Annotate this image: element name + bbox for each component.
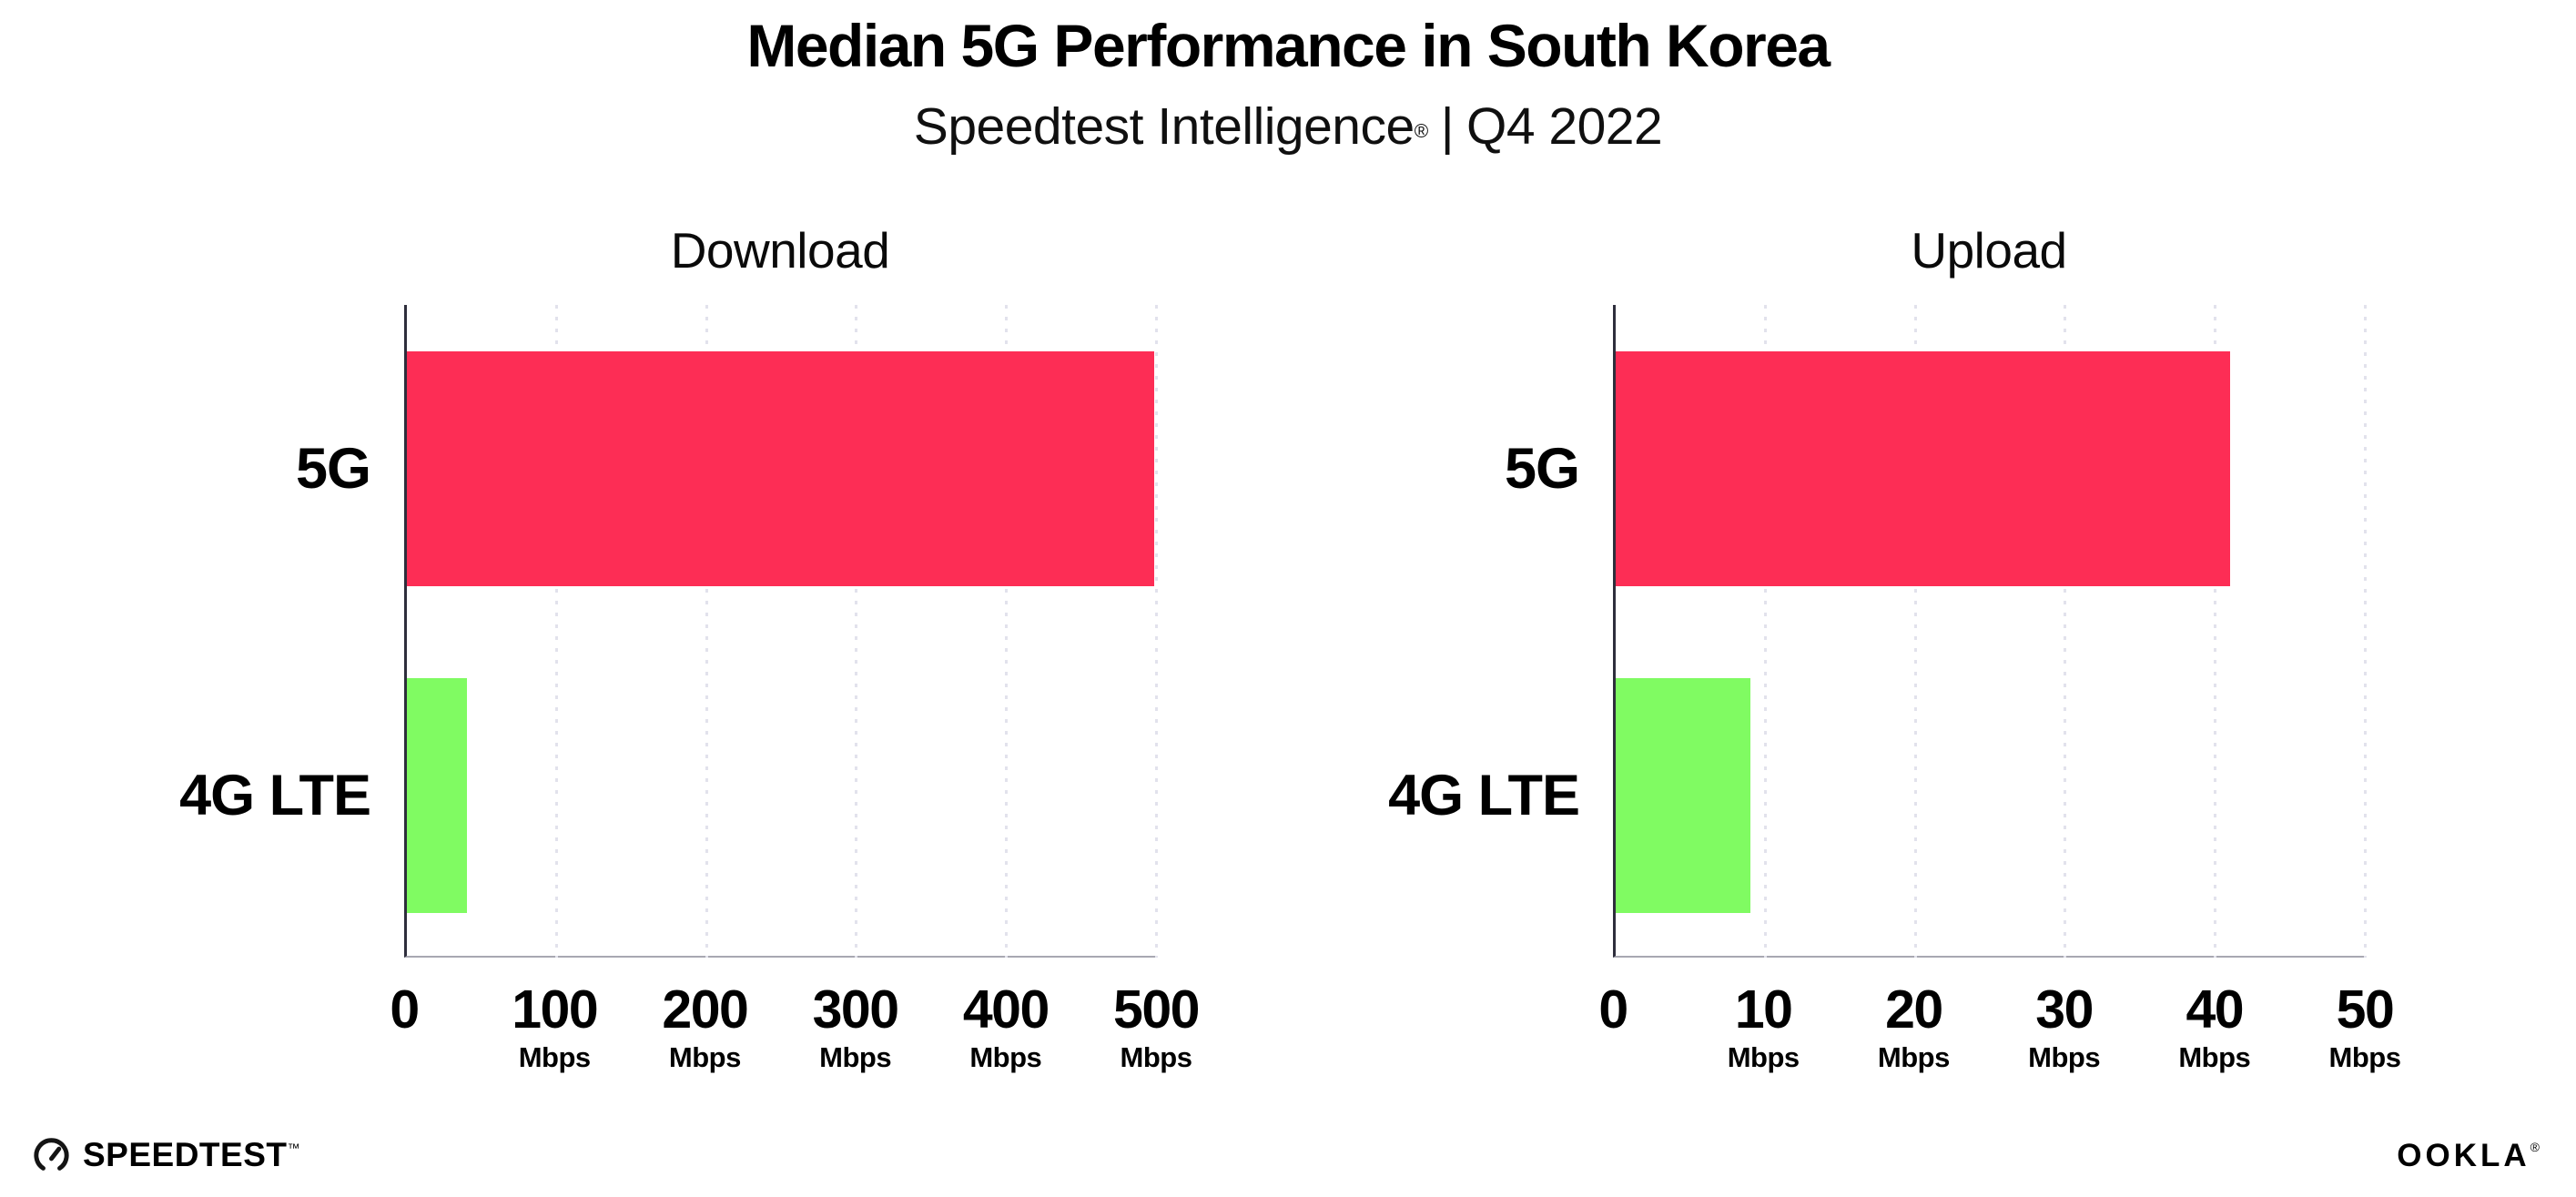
category-label-4g-lte: 4G LTE <box>179 764 371 827</box>
x-tick-unit: Mbps <box>2328 1041 2401 1073</box>
x-tick-10: 10 Mbps <box>1645 979 1881 1074</box>
x-tick-value: 0 <box>390 979 420 1040</box>
x-tick-value: 500 <box>1113 979 1200 1040</box>
gridline <box>1004 305 1008 958</box>
category-label-5g: 5G <box>1504 437 1580 501</box>
category-axis: 5G 4G LTE <box>0 305 371 958</box>
x-tick-unit: Mbps <box>2028 1041 2101 1073</box>
x-tick-unit: Mbps <box>969 1041 1042 1073</box>
x-tick-value: 30 <box>2035 979 2094 1040</box>
x-tick-value: 300 <box>812 979 899 1040</box>
x-tick-200: 200 Mbps <box>586 979 823 1074</box>
x-tick-0: 0 <box>1495 979 1731 1040</box>
subtitle-separator: | <box>1440 97 1455 156</box>
x-tick-unit: Mbps <box>1727 1041 1800 1073</box>
gridline <box>855 305 858 958</box>
x-tick-value: 50 <box>2336 979 2395 1040</box>
x-tick-value: 40 <box>2186 979 2244 1040</box>
speedtest-logo: SPEEDTEST™ <box>30 1133 300 1176</box>
bar-4g-lte <box>407 678 467 913</box>
gridline <box>1154 305 1158 958</box>
bar-5g <box>1616 351 2230 586</box>
x-tick-500: 500 Mbps <box>1038 979 1274 1074</box>
x-tick-20: 20 Mbps <box>1795 979 2032 1074</box>
gridline <box>555 305 559 958</box>
x-tick-0: 0 <box>286 979 522 1040</box>
x-tick-300: 300 Mbps <box>737 979 974 1074</box>
gridline <box>705 305 708 958</box>
download-chart: Download 5G 4G LTE 0 100 Mbps 200 Mbps 300 Mbps… <box>179 222 1200 1073</box>
x-tick-unit: Mbps <box>668 1041 741 1073</box>
plot-area <box>1613 305 2367 958</box>
subtitle-brand: Speedtest Intelligence <box>913 97 1415 156</box>
bar-4g-lte <box>1616 678 1751 913</box>
registered-mark: ® <box>1414 121 1428 142</box>
x-tick-unit: Mbps <box>1877 1041 1950 1073</box>
x-tick-40: 40 Mbps <box>2096 979 2333 1074</box>
x-tick-400: 400 Mbps <box>887 979 1124 1074</box>
category-axis: 5G 4G LTE <box>1197 305 1580 958</box>
upload-chart: Upload 5G 4G LTE 0 10 Mbps 20 Mbps 30 Mbps 40 Mbp… <box>1388 222 2401 1073</box>
category-label-4g-lte: 4G LTE <box>1388 764 1580 827</box>
x-tick-unit: Mbps <box>1120 1041 1192 1073</box>
gridline <box>2064 305 2067 958</box>
chart-title-upload: Upload <box>1911 222 2067 279</box>
x-tick-value: 200 <box>662 979 748 1040</box>
gridline <box>1913 305 1917 958</box>
speedtest-gauge-icon <box>34 1138 69 1171</box>
page-title: Median 5G Performance in South Korea <box>746 12 1831 79</box>
category-label-5g: 5G <box>295 437 371 501</box>
gridline <box>2363 305 2367 958</box>
x-tick-50: 50 Mbps <box>2246 979 2483 1074</box>
x-tick-value: 20 <box>1885 979 1943 1040</box>
page-subtitle: Speedtest Intelligence® | Q4 2022 <box>0 89 2576 164</box>
subtitle-period: Q4 2022 <box>1466 97 1663 156</box>
x-tick-unit: Mbps <box>819 1041 892 1073</box>
x-tick-30: 30 Mbps <box>1946 979 2183 1074</box>
bar-5g <box>407 351 1155 586</box>
x-tick-100: 100 Mbps <box>436 979 673 1074</box>
chart-title-download: Download <box>670 222 890 279</box>
plot-area <box>404 305 1158 958</box>
ookla-logo: OOKLA® <box>2397 1136 2540 1176</box>
x-tick-value: 100 <box>512 979 598 1040</box>
x-tick-unit: Mbps <box>518 1041 591 1073</box>
ookla-wordmark: OOKLA <box>2397 1138 2530 1173</box>
x-tick-value: 10 <box>1734 979 1793 1040</box>
speedtest-wordmark: SPEEDTEST™ <box>83 1135 300 1173</box>
trademark-mark: ™ <box>287 1140 300 1155</box>
registered-mark: ® <box>2530 1140 2540 1154</box>
gridline <box>1764 305 1768 958</box>
x-tick-value: 0 <box>1598 979 1628 1040</box>
gridline <box>2213 305 2216 958</box>
x-tick-unit: Mbps <box>2178 1041 2251 1073</box>
x-tick-value: 400 <box>962 979 1050 1040</box>
